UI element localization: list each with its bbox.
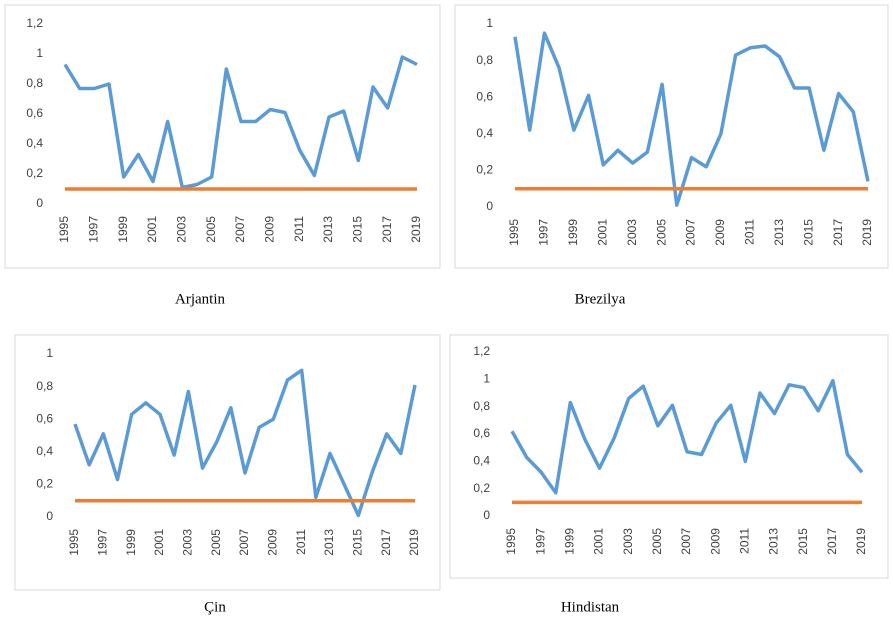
- x-tick-label: 2005: [204, 216, 218, 243]
- y-tick-label: 0,8: [476, 53, 493, 67]
- x-tick-label: 2003: [175, 216, 189, 243]
- data-line: [63, 55, 418, 190]
- x-tick-label: 2011: [738, 528, 752, 554]
- y-tick-label: 1: [483, 372, 490, 386]
- x-tick-label: 1999: [116, 216, 130, 243]
- x-tick-label: 2019: [407, 529, 421, 556]
- x-tick-label: 2019: [860, 219, 874, 246]
- x-tick-label: 2019: [854, 528, 868, 555]
- x-tick-label: 2015: [351, 529, 365, 556]
- x-tick-label: 1999: [124, 529, 138, 556]
- y-tick-label: 1: [46, 346, 53, 360]
- x-tick-label: 2001: [145, 216, 159, 243]
- x-tick-label: 1999: [563, 528, 577, 555]
- x-tick-label: 2001: [592, 528, 606, 555]
- x-tick-label: 2003: [625, 219, 639, 246]
- x-tick-label: 2009: [266, 529, 280, 556]
- y-tick-label: 1: [486, 16, 493, 30]
- y-tick-label: 0,6: [36, 411, 53, 425]
- y-tick-label: 0,6: [26, 106, 43, 120]
- panel-border: [14, 334, 441, 591]
- y-tick-label: 0,2: [473, 481, 490, 495]
- x-tick-label: 2015: [801, 219, 815, 246]
- y-tick-label: 0,2: [26, 166, 43, 180]
- x-tick-label: 2013: [767, 528, 781, 555]
- x-tick-label: 2007: [233, 216, 247, 243]
- x-tick-label: 1997: [537, 219, 551, 246]
- chart-caption: Brezilya: [575, 291, 626, 307]
- data-line: [513, 31, 870, 207]
- x-tick-label: 1995: [504, 528, 518, 555]
- x-tick-label: 2009: [708, 528, 722, 555]
- x-tick-label: 2019: [409, 216, 423, 243]
- x-tick-label: 1995: [57, 216, 71, 243]
- y-tick-label: 0: [486, 199, 493, 213]
- panel-border: [454, 4, 889, 269]
- y-tick-label: 0,4: [26, 136, 43, 150]
- x-tick-label: 2009: [713, 219, 727, 246]
- y-tick-label: 0,8: [473, 399, 490, 413]
- x-tick-label: 2013: [772, 219, 786, 246]
- x-tick-label: 1995: [67, 529, 81, 556]
- y-tick-label: 0,4: [36, 444, 53, 458]
- y-tick-label: 0: [36, 196, 43, 210]
- data-line: [510, 378, 864, 495]
- x-tick-label: 2013: [321, 216, 335, 243]
- y-tick-label: 0: [46, 509, 53, 523]
- y-tick-label: 0,4: [476, 126, 493, 140]
- panel-border: [4, 4, 441, 269]
- chart-caption: Arjantin: [175, 291, 225, 307]
- y-tick-label: 0,8: [36, 379, 53, 393]
- x-tick-label: 2005: [654, 219, 668, 246]
- y-tick-label: 0,6: [476, 89, 493, 103]
- x-tick-label: 1997: [533, 528, 547, 555]
- y-tick-label: 0,2: [36, 477, 53, 491]
- x-tick-label: 2007: [679, 528, 693, 555]
- x-tick-label: 2005: [650, 528, 664, 555]
- x-tick-label: 2011: [743, 219, 757, 245]
- x-tick-label: 2017: [379, 529, 393, 556]
- x-tick-label: 2007: [684, 219, 698, 246]
- panel-border: [449, 334, 889, 579]
- y-tick-label: 0: [483, 508, 490, 522]
- x-tick-label: 2017: [380, 216, 394, 243]
- x-tick-label: 2001: [152, 529, 166, 556]
- y-tick-label: 0,8: [26, 76, 43, 90]
- x-tick-label: 2015: [351, 216, 365, 243]
- data-line: [73, 368, 417, 518]
- x-tick-label: 2009: [263, 216, 277, 243]
- y-tick-label: 0,2: [476, 163, 493, 177]
- x-tick-label: 2001: [595, 219, 609, 246]
- chart-caption: Hindistan: [561, 599, 620, 615]
- x-tick-label: 2017: [831, 219, 845, 246]
- y-tick-label: 1: [36, 46, 43, 60]
- x-tick-label: 1995: [507, 219, 521, 246]
- x-tick-label: 1999: [566, 219, 580, 246]
- x-tick-label: 2015: [796, 528, 810, 555]
- y-tick-label: 1,2: [26, 16, 43, 30]
- x-tick-label: 2007: [237, 529, 251, 556]
- x-tick-label: 2013: [322, 529, 336, 556]
- y-tick-label: 1,2: [473, 344, 490, 358]
- y-tick-label: 0,4: [473, 454, 490, 468]
- x-tick-label: 2003: [181, 529, 195, 556]
- y-tick-label: 0,6: [473, 426, 490, 440]
- x-tick-label: 1997: [96, 529, 110, 556]
- x-tick-label: 2005: [209, 529, 223, 556]
- x-tick-label: 2003: [621, 528, 635, 555]
- x-tick-label: 2017: [825, 528, 839, 555]
- x-tick-label: 1997: [87, 216, 101, 243]
- x-tick-label: 2011: [294, 529, 308, 555]
- x-tick-label: 2011: [292, 216, 306, 242]
- chart-caption: Çin: [204, 599, 226, 615]
